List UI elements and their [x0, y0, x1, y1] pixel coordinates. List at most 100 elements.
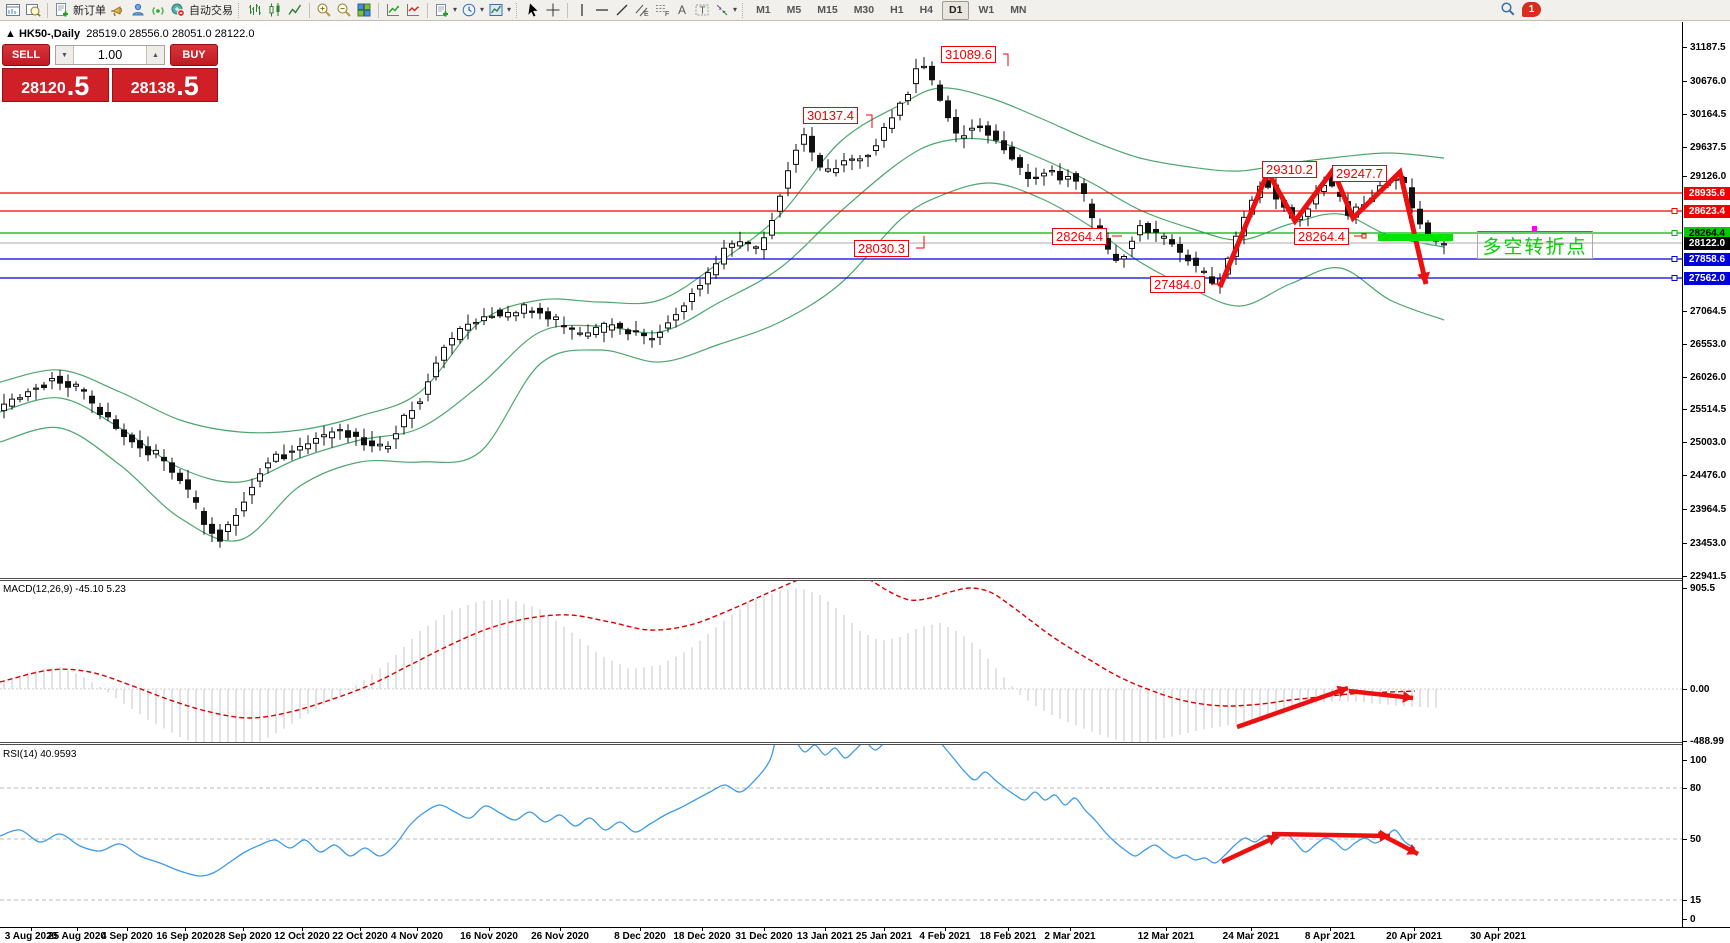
volume-decrease-button[interactable]: ▼	[56, 46, 74, 64]
autotrading-icon	[171, 3, 185, 17]
charts-grid-button[interactable]	[3, 1, 23, 20]
add-indicator-button[interactable]: ▾	[432, 1, 459, 20]
macd-pane[interactable]	[0, 581, 1682, 742]
price-callout-label[interactable]: 27484.0	[1150, 276, 1205, 293]
collapse-arrow-icon[interactable]: ▲	[5, 28, 16, 40]
date-label: 28 Sep 2020	[214, 931, 272, 942]
price-tag: 28935.6	[1684, 187, 1730, 200]
turning-point-note[interactable]: 多空转折点	[1477, 231, 1593, 259]
time-axis[interactable]: 3 Aug 2020 25 Aug 2020 4 Sep 2020 16 Sep 20…	[0, 927, 1730, 943]
pane-splitter[interactable]	[0, 742, 1682, 745]
autotrading-button[interactable]: 自动交易	[168, 1, 235, 20]
timeframe-W1[interactable]: W1	[978, 4, 995, 16]
tile-windows-button[interactable]	[354, 1, 374, 20]
price-callout-label[interactable]: 29310.2	[1262, 161, 1317, 178]
date-label: 4 Feb 2021	[919, 931, 971, 942]
charts-grid-icon	[6, 4, 20, 16]
rsi-pane[interactable]	[0, 745, 1682, 927]
shapes-tool[interactable]: ▾	[712, 1, 739, 20]
alerts-button[interactable]	[108, 1, 128, 20]
dropdown-caret[interactable]: ▾	[453, 5, 458, 14]
channel-tool[interactable]: E	[632, 1, 652, 20]
date-label: 25 Jan 2021	[855, 931, 913, 942]
timeframe-H1[interactable]: H1	[890, 4, 904, 16]
axis-tick	[1683, 442, 1687, 443]
buy-price[interactable]: 28138.5	[111, 68, 218, 102]
bar-chart-icon	[249, 4, 261, 15]
axis-tick	[1683, 919, 1687, 920]
support-highlight-bar[interactable]	[1378, 234, 1453, 241]
date-tick	[640, 928, 641, 931]
sell-price[interactable]: 28120.5	[2, 68, 109, 102]
objects-list-button[interactable]	[403, 1, 423, 20]
crosshair-tool-button[interactable]	[543, 1, 563, 20]
timeframe-M15[interactable]: M15	[817, 4, 838, 16]
note-selection-handle[interactable]	[1532, 226, 1537, 231]
bar-chart-button[interactable]	[245, 1, 265, 20]
market-watch-button[interactable]	[23, 1, 43, 20]
sell-button[interactable]: SELL	[2, 44, 50, 66]
symbol-period-label: HK50-,Daily	[18, 28, 81, 40]
price-tag: 28264.4	[1684, 227, 1730, 240]
date-tick	[1166, 928, 1167, 931]
axis-value: 30164.5	[1690, 109, 1727, 120]
horizontal-line-tool[interactable]	[592, 1, 612, 20]
dropdown-caret[interactable]: ▾	[480, 5, 485, 14]
date-tick	[302, 928, 303, 931]
price-callout-label[interactable]: 31089.6	[941, 46, 996, 63]
price-axis[interactable]: 31187.5 30676.0 30164.5 29637.5 29126.0 27064…	[1682, 22, 1730, 927]
date-label: 31 Dec 2020	[735, 931, 793, 942]
timeframe-M5[interactable]: M5	[786, 4, 802, 16]
trendline-tool[interactable]	[612, 1, 632, 20]
axis-tick	[1683, 47, 1687, 48]
text-tool[interactable]: A	[672, 1, 692, 20]
price-callout-label[interactable]: 28264.4	[1052, 228, 1107, 245]
timeframe-D1[interactable]: D1	[942, 0, 970, 20]
notifications-badge[interactable]: 1	[1522, 1, 1541, 17]
new-order-button[interactable]: 新订单	[52, 1, 108, 20]
dropdown-caret[interactable]: ▾	[507, 5, 512, 14]
zoom-in-button[interactable]	[314, 1, 334, 20]
vertical-line-tool[interactable]	[572, 1, 592, 20]
timeframe-M30[interactable]: M30	[853, 4, 875, 16]
price-callout-label[interactable]: 29247.7	[1332, 165, 1387, 182]
search-icon[interactable]	[1500, 1, 1516, 17]
axis-tick	[1683, 176, 1687, 177]
line-chart-button[interactable]	[285, 1, 305, 20]
text-label-tool[interactable]: T	[692, 1, 712, 20]
price-chart-pane[interactable]	[0, 22, 1682, 578]
buy-button[interactable]: BUY	[170, 44, 218, 66]
template-icon	[489, 4, 503, 16]
community-button[interactable]	[128, 1, 148, 20]
price-callout-label[interactable]: 30137.4	[803, 107, 858, 124]
zoom-out-button[interactable]	[334, 1, 354, 20]
periods-button[interactable]: ▾	[459, 1, 486, 20]
templates-button[interactable]: ▾	[486, 1, 513, 20]
cursor-tool-button[interactable]	[523, 1, 543, 20]
indicator-up-icon	[387, 4, 400, 16]
timeframe-MN[interactable]: MN	[1010, 4, 1027, 16]
date-label: 18 Dec 2020	[673, 931, 731, 942]
price-callout-label[interactable]: 28264.4	[1294, 228, 1349, 245]
date-tick	[1251, 928, 1252, 931]
date-label: 4 Sep 2020	[101, 931, 153, 942]
price-tag: 27562.0	[1684, 272, 1730, 285]
dropdown-caret[interactable]: ▾	[733, 5, 738, 14]
date-tick	[1414, 928, 1415, 931]
timeframe-M1[interactable]: M1	[756, 4, 771, 16]
date-label: 16 Nov 2020	[460, 931, 518, 942]
volume-increase-button[interactable]: ▲	[146, 46, 164, 64]
candlestick-chart-button[interactable]	[265, 1, 285, 20]
crosshair-icon	[546, 3, 560, 17]
price-callout-label[interactable]: 28030.3	[854, 240, 909, 257]
volume-input[interactable]: 1.00	[97, 48, 123, 62]
signals-button[interactable]	[148, 1, 168, 20]
indicators-button[interactable]	[383, 1, 403, 20]
pane-splitter[interactable]	[0, 578, 1682, 581]
axis-tick	[1683, 576, 1687, 577]
timeframe-H4[interactable]: H4	[919, 4, 933, 16]
date-label: 30 Apr 2021	[1470, 931, 1526, 942]
axis-tick	[1683, 760, 1687, 761]
axis-value: 100	[1690, 755, 1707, 766]
fibonacci-tool[interactable]: F	[652, 1, 672, 20]
